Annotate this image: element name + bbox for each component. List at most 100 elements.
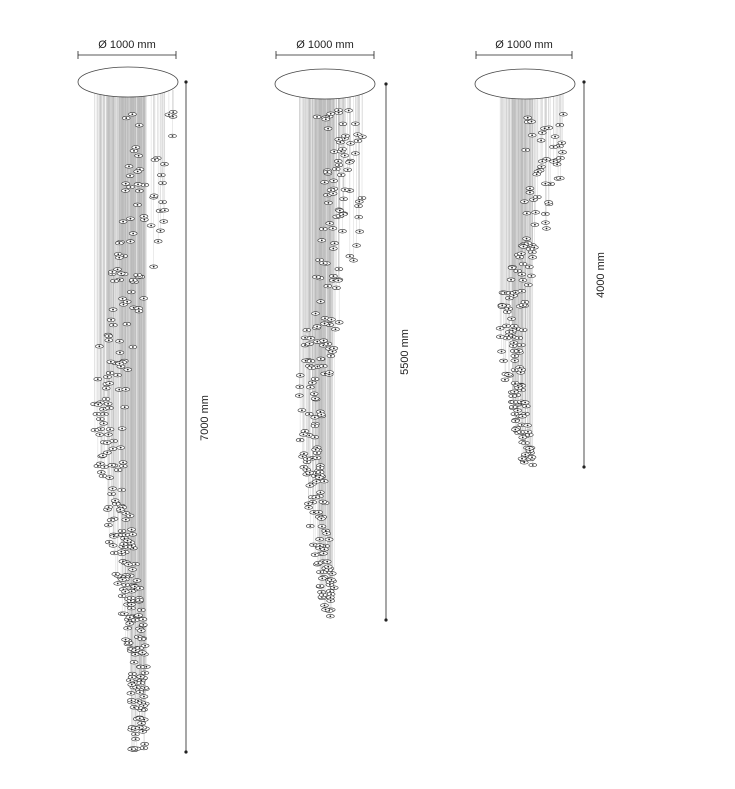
droplet-core [332,192,334,195]
droplet-core [337,160,340,163]
droplet-core [334,328,337,331]
droplet-core [128,616,131,619]
droplet-core [507,307,510,310]
droplet-core [99,418,102,420]
droplet-core [118,242,121,244]
droplet-core [513,350,516,352]
droplet-core [137,307,140,310]
droplet-core [340,174,343,176]
droplet-core [328,371,331,374]
droplet-core [101,454,104,457]
droplet-core [522,245,525,248]
droplet-core [524,301,526,304]
droplet-core [107,524,110,527]
height-end [384,82,388,86]
droplet-core [106,441,109,444]
droplet-core [298,385,301,388]
droplet-core [110,519,112,522]
height-label: 5500 mm [399,329,411,375]
droplet-core [144,671,146,674]
droplet-core [317,511,320,514]
droplet-core [559,157,562,159]
droplet-core [311,501,314,504]
droplet-core [143,218,146,221]
droplet-core [319,410,322,413]
droplet-core [172,115,174,118]
droplet-core [138,691,141,694]
droplet-core [357,216,360,219]
droplet-core [119,446,122,449]
height-end [184,80,188,84]
droplet-core [327,127,329,130]
droplet-core [342,122,344,125]
droplet-core [330,593,332,596]
droplet-core [503,291,506,294]
droplet-core [322,552,325,555]
droplet-core [329,615,332,618]
droplet-core [121,427,124,430]
droplet-core [306,460,308,463]
droplet-core [134,653,137,656]
droplet-core [316,325,319,328]
droplet-core [328,222,331,225]
droplet-core [320,517,323,520]
droplet-core [322,594,325,596]
droplet-core [514,420,517,422]
droplet-core [142,623,145,626]
droplet-core [130,590,133,593]
droplet-core [304,359,307,362]
droplet-core [333,242,336,245]
droplet-core [331,227,334,230]
droplet-core [108,476,111,479]
droplet-core [99,427,102,430]
droplet-core [107,506,110,509]
droplet-core [342,198,345,200]
droplet-core [524,453,527,456]
droplet-core [299,374,302,377]
droplet-core [514,382,516,385]
droplet-core [348,189,351,192]
droplet-core [306,457,309,460]
droplet-core [318,476,321,479]
droplet-core [544,182,547,185]
droplet-core [311,381,314,384]
droplet-core [310,360,312,362]
droplet-core [304,336,306,339]
droplet-core [159,229,162,232]
droplet-core [520,344,523,346]
height-label: 7000 mm [199,395,211,441]
droplet-core [161,201,164,203]
droplet-core [133,585,136,588]
droplet-core [324,317,326,320]
droplet-core [318,259,321,261]
droplet-core [144,644,146,647]
droplet-core [136,579,138,582]
droplet-core [507,373,510,376]
droplet-core [139,682,142,685]
droplet-core [122,543,125,546]
droplet-core [525,237,528,240]
droplet-core [514,369,516,371]
droplet-core [509,292,512,294]
droplet-core [332,179,335,182]
droplet-core [554,135,556,138]
droplet-core [519,371,522,374]
droplet-core [121,530,123,532]
droplet-core [322,228,325,230]
droplet-core [352,259,355,262]
droplet-core [126,546,129,549]
droplet-core [118,278,121,281]
droplet-core [522,263,524,265]
droplet-core [107,402,110,405]
droplet-core [516,409,519,412]
height-end [384,618,388,622]
droplet-core [141,651,144,654]
droplet-core [157,240,160,243]
droplet-core [324,529,327,532]
droplet-core [326,560,329,563]
droplet-core [521,279,524,282]
droplet-core [323,604,326,607]
droplet-core [108,382,111,385]
droplet-core [356,133,359,136]
droplet-core [110,493,113,495]
